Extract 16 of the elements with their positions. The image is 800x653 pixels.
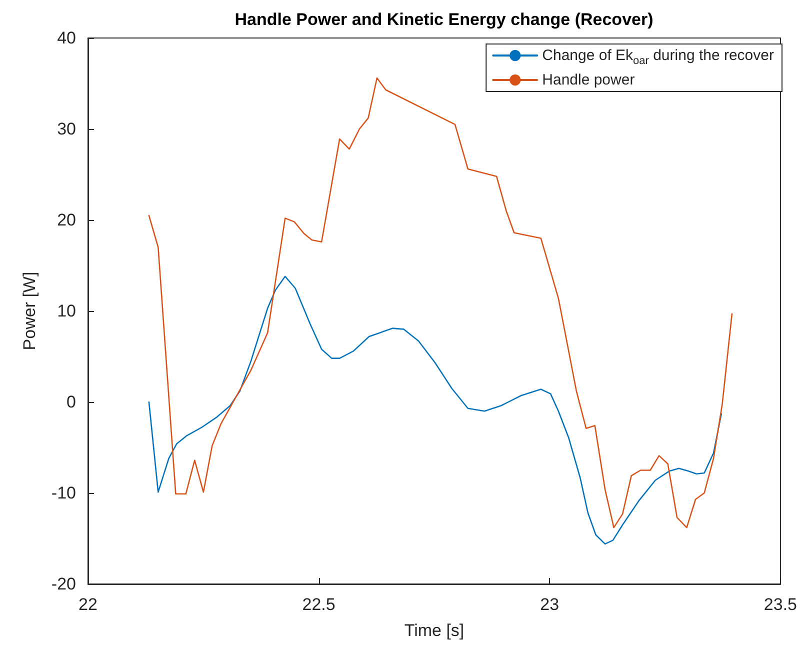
- y-tick-label: 20: [57, 210, 76, 230]
- y-tick-label: 30: [57, 120, 76, 138]
- x-tick-label: 23.5: [764, 595, 798, 614]
- y-tick-label: -10: [51, 484, 76, 502]
- x-axis-title: Time [s]: [404, 621, 464, 640]
- y-tick-label: -20: [51, 574, 76, 594]
- legend-label: Handle power: [542, 72, 635, 88]
- chart-title: Handle Power and Kinetic Energy change (Recover): [234, 10, 654, 29]
- y-tick-label: 40: [57, 28, 76, 48]
- x-tick-label: 22.5: [302, 595, 336, 614]
- x-tick-label: 22: [78, 595, 98, 614]
- y-tick-label: 10: [57, 302, 76, 320]
- y-tick-label: 0: [66, 392, 76, 412]
- y-axis-title: Power [W]: [20, 272, 39, 350]
- line-series: [148, 276, 722, 545]
- x-tick-label: 23: [540, 595, 560, 614]
